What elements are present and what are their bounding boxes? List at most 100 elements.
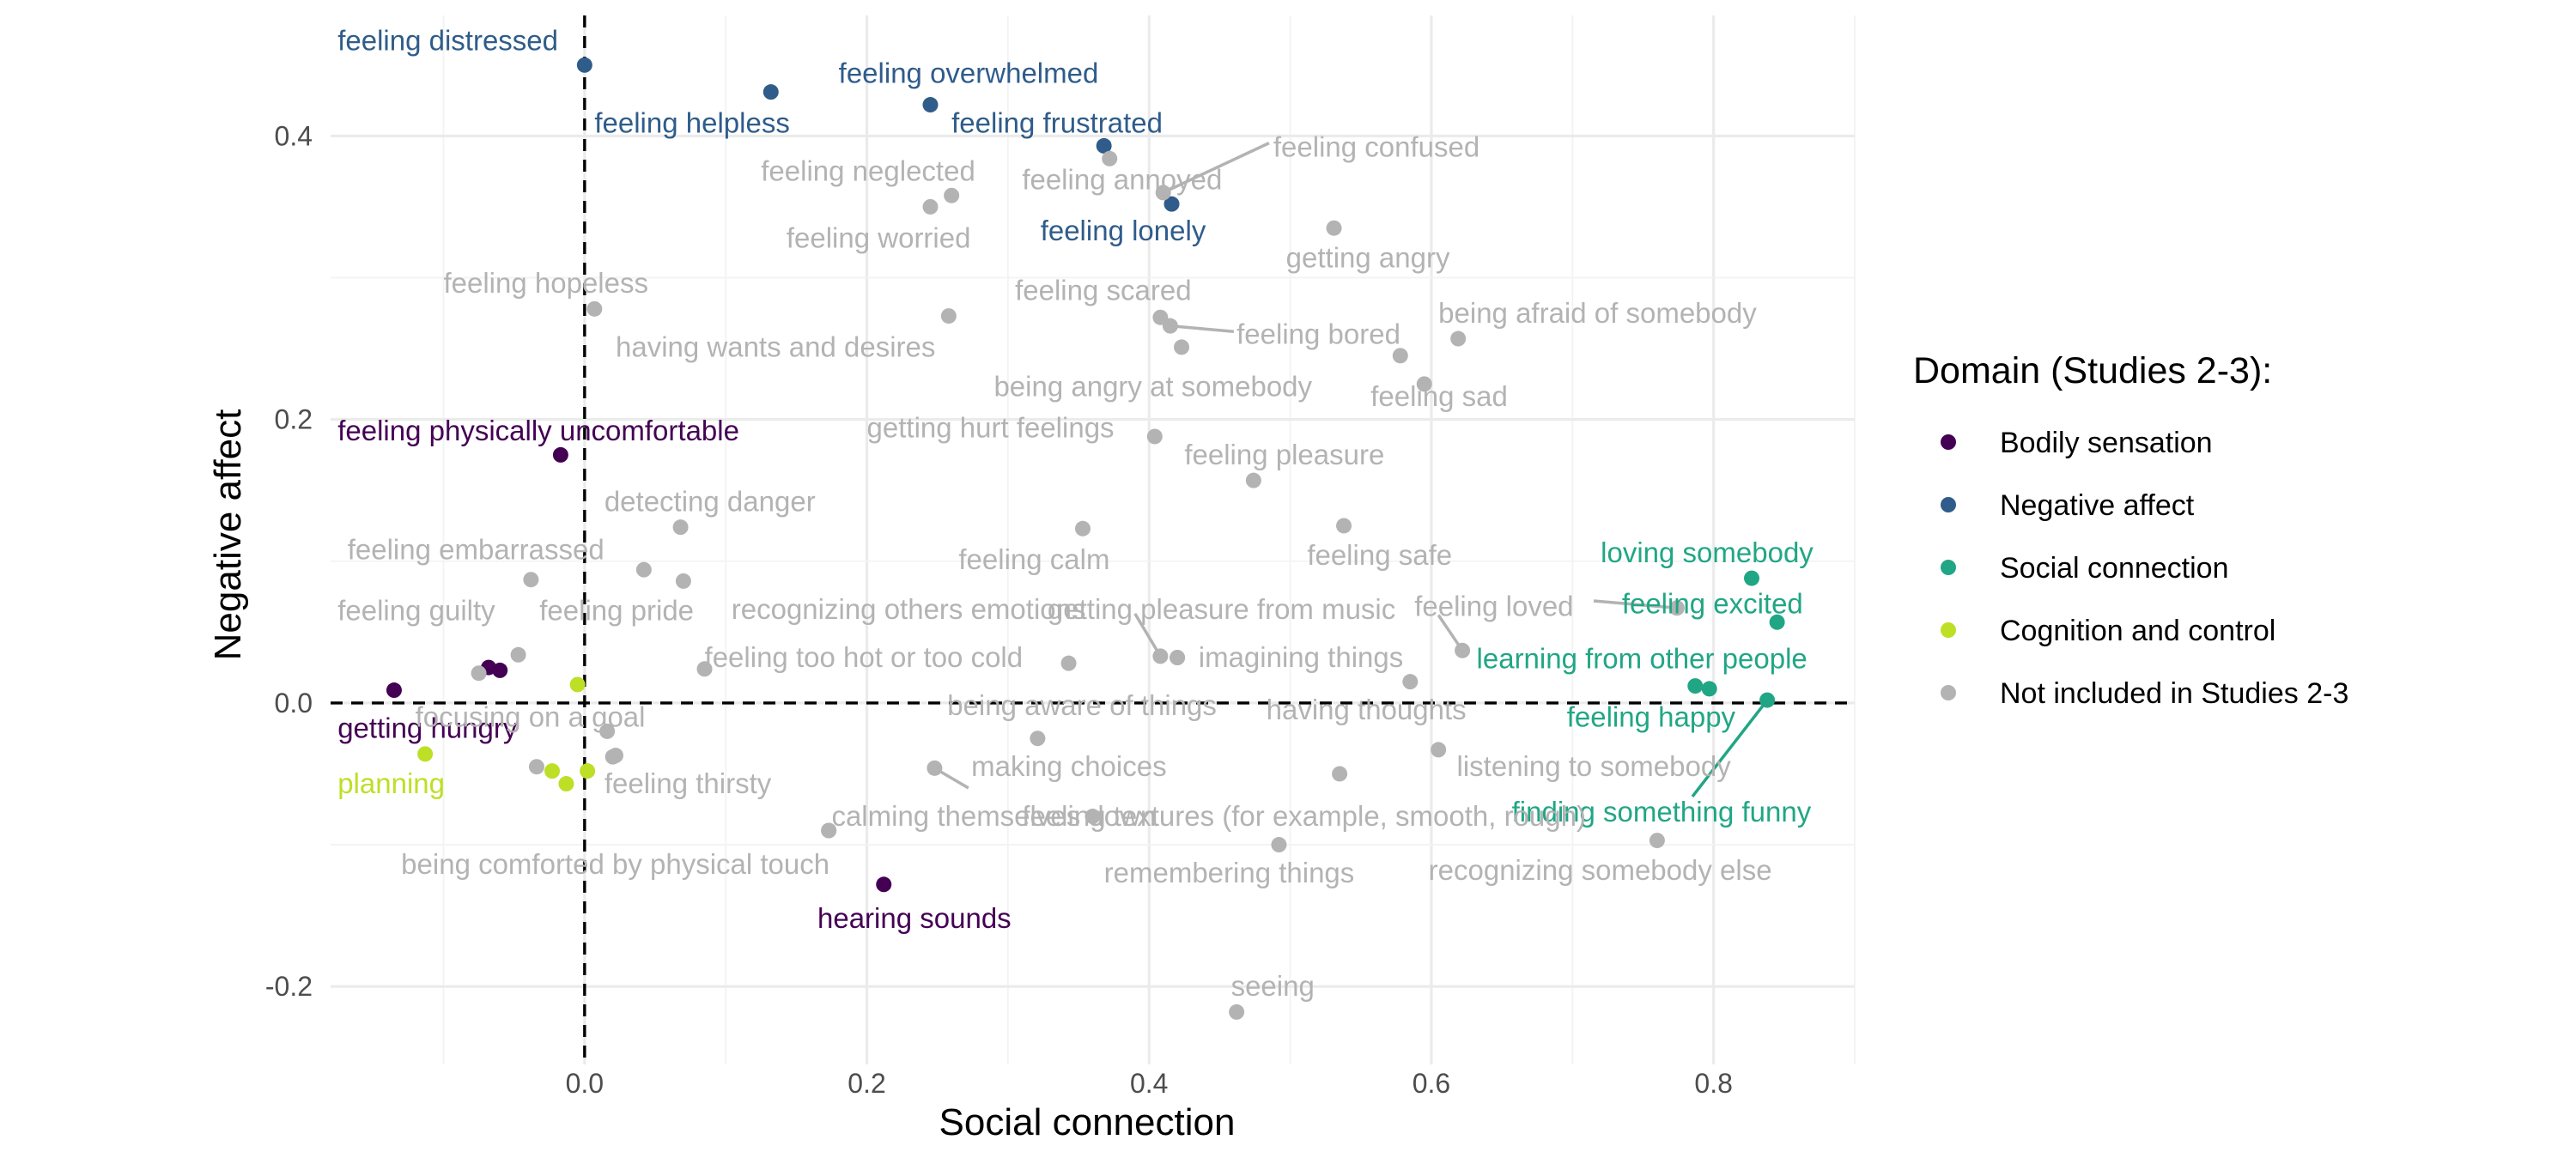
- point-label: feeling embarrassed: [348, 534, 605, 566]
- data-point: [1096, 137, 1112, 154]
- data-point: [586, 300, 603, 317]
- data-point: [1431, 742, 1447, 758]
- data-point: [576, 57, 592, 73]
- point-label: feeling frustrated: [951, 107, 1163, 139]
- legend-label: Not included in Studies 2-3: [2000, 677, 2348, 710]
- point-label: feeling safe: [1307, 539, 1452, 571]
- point-label: feeling excited: [1622, 587, 1803, 619]
- data-point: [944, 187, 960, 203]
- point-label: getting pleasure from music: [1048, 593, 1395, 625]
- reference-lines: [331, 15, 1855, 1064]
- data-point: [1450, 330, 1467, 347]
- label-leader-line: [1691, 699, 1769, 797]
- legend-label: Bodily sensation: [2000, 427, 2213, 459]
- data-point: [940, 308, 957, 324]
- point-label: recognizing others emotions: [732, 593, 1086, 625]
- point-label: imagining things: [1199, 641, 1403, 673]
- x-tick-label: 0.8: [1694, 1068, 1732, 1099]
- data-point: [922, 198, 939, 215]
- data-point: [1455, 642, 1471, 658]
- point-label: being angry at somebody: [993, 371, 1312, 403]
- point-label: feeling lonely: [1041, 215, 1206, 246]
- x-axis-ticks: 0.0 0.2 0.4 0.6 0.8: [566, 1068, 1733, 1099]
- label-leader-line: [1170, 324, 1235, 333]
- point-label: getting hungry: [337, 712, 518, 744]
- data-point: [544, 763, 561, 779]
- point-label: listening to somebody: [1457, 750, 1732, 782]
- point-labels: feeling distressed feeling helpless feelin…: [337, 25, 1814, 1002]
- x-tick-label: 0.2: [848, 1068, 885, 1099]
- data-point: [821, 822, 837, 839]
- x-tick-label: 0.0: [566, 1068, 604, 1099]
- point-label: feeling neglected: [761, 155, 975, 187]
- label-leader-line: [1593, 599, 1678, 610]
- point-label: seeing: [1231, 970, 1315, 1002]
- point-label: focusing on a goal: [416, 700, 646, 732]
- data-point: [1162, 318, 1178, 334]
- data-point: [1336, 518, 1352, 534]
- data-point: [1060, 655, 1077, 671]
- point-label: calming themselves down: [831, 800, 1156, 832]
- data-points: [386, 57, 1785, 1020]
- data-point: [1155, 185, 1171, 201]
- point-label: learning from other people: [1477, 643, 1807, 675]
- point-label: having wants and desires: [616, 330, 935, 362]
- label-leader-line: [1162, 142, 1270, 195]
- data-point: [675, 573, 691, 589]
- data-point: [510, 646, 526, 663]
- data-point: [876, 876, 892, 893]
- point-label: feeling too hot or too cold: [705, 641, 1024, 673]
- data-point: [1245, 472, 1261, 488]
- data-point: [1759, 692, 1776, 708]
- point-label: feeling overwhelmed: [839, 58, 1099, 89]
- point-label: feeling textures (for example, smooth, r…: [1022, 800, 1586, 832]
- x-axis-title: Social connection: [939, 1101, 1236, 1143]
- data-point: [1146, 428, 1163, 445]
- legend-label: Cognition and control: [2000, 615, 2275, 647]
- legend-items: Bodily sensation Negative affect Social co…: [1941, 427, 2348, 710]
- y-tick-label: 0.2: [275, 404, 313, 435]
- data-point: [1102, 150, 1118, 167]
- legend-key: [1941, 497, 1956, 512]
- data-point: [1332, 766, 1348, 782]
- point-label: feeling thirsty: [605, 767, 772, 799]
- data-point: [417, 746, 434, 762]
- legend-key: [1941, 685, 1956, 700]
- data-point: [1152, 648, 1169, 664]
- point-label: detecting danger: [605, 485, 816, 517]
- y-axis-ticks: -0.2 0.0 0.2 0.4: [265, 120, 313, 1002]
- data-point: [696, 661, 713, 677]
- data-point: [492, 662, 508, 678]
- point-label: making choices: [971, 750, 1166, 782]
- point-label: feeling loved: [1414, 591, 1573, 622]
- data-point: [1229, 1003, 1245, 1020]
- y-tick-label: 0.0: [275, 688, 313, 718]
- point-label: feeling distressed: [337, 25, 558, 57]
- point-label: feeling worried: [787, 221, 971, 253]
- data-point: [762, 84, 779, 100]
- point-label: finding something funny: [1512, 796, 1812, 828]
- x-tick-label: 0.4: [1130, 1068, 1168, 1099]
- point-label: remembering things: [1104, 857, 1355, 888]
- data-point: [1030, 731, 1046, 747]
- data-point: [922, 97, 939, 113]
- point-label: feeling calm: [958, 543, 1109, 575]
- point-label: being afraid of somebody: [1438, 297, 1757, 329]
- point-label: feeling hopeless: [443, 267, 648, 299]
- point-label: having thoughts: [1267, 694, 1467, 725]
- point-label: being aware of things: [947, 689, 1217, 721]
- data-point: [1170, 650, 1186, 666]
- point-label: feeling physically uncomfortable: [337, 415, 739, 446]
- data-point: [1163, 196, 1180, 212]
- point-label: getting hurt feelings: [867, 412, 1115, 444]
- data-point: [1687, 678, 1704, 694]
- legend-label: Negative affect: [2000, 489, 2195, 522]
- legend: Domain (Studies 2-3): Bodily sensation Ne…: [1913, 350, 2348, 710]
- data-point: [558, 776, 574, 792]
- point-label: being comforted by physical touch: [401, 848, 829, 880]
- y-tick-label: -0.2: [265, 971, 313, 1002]
- data-point: [1769, 614, 1785, 630]
- point-label: hearing sounds: [817, 902, 1012, 934]
- y-axis-title: Negative affect: [207, 409, 249, 661]
- data-point: [386, 682, 402, 699]
